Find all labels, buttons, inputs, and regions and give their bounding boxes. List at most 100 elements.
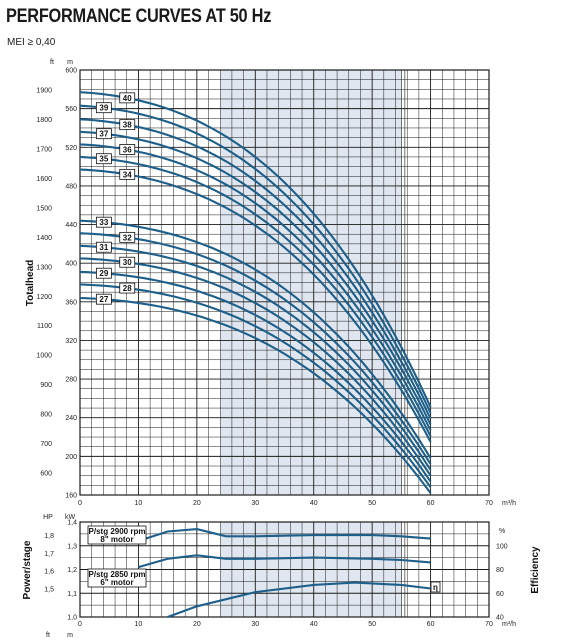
unit-m-bottom: m — [67, 632, 73, 639]
stage-label: 30 — [123, 258, 132, 267]
tick-label-m: 600 — [65, 68, 77, 75]
stage-label-box — [119, 144, 136, 155]
tick-label-x-bottom: 50 — [368, 621, 376, 628]
stage-label: 29 — [99, 269, 108, 278]
unit-flow-bottom: m³/h — [502, 621, 516, 628]
pump-curve-30 — [79, 257, 432, 477]
unit-flow-top: m³/h — [502, 500, 516, 507]
top-frame — [79, 69, 490, 496]
tick-label-x: 0 — [78, 500, 82, 507]
pump-curve-39 — [79, 104, 432, 414]
power-curve-6in — [138, 554, 431, 569]
tick-label-x-bottom: 20 — [193, 621, 201, 628]
tick-label-kw: 1,0 — [67, 615, 77, 622]
power-curve-8in — [138, 528, 431, 542]
stage-label: 39 — [99, 104, 108, 113]
tick-label-x: 10 — [135, 500, 143, 507]
motor-8in-line2: 8" motor — [100, 535, 133, 544]
pump-curve-31 — [79, 244, 432, 471]
unit-ft-bottom: ft — [46, 632, 50, 639]
tick-label-ft: 1200 — [36, 294, 52, 301]
unit-kw: kW — [65, 514, 76, 521]
tick-label-kw: 1,4 — [67, 520, 77, 527]
stage-label: 40 — [123, 94, 132, 103]
pump-curve-35 — [79, 155, 432, 437]
tick-label-m: 240 — [65, 415, 77, 422]
unit-ft: ft — [50, 59, 54, 66]
tick-label-kw: 1,1 — [67, 591, 77, 598]
stage-label-box — [95, 241, 112, 253]
stage-label: 31 — [99, 243, 108, 252]
tick-label-ft: 1100 — [37, 323, 52, 330]
stage-label: 33 — [99, 218, 108, 227]
tick-label-ft: 700 — [40, 441, 52, 448]
unit-m: m — [67, 59, 73, 66]
tick-label-ft: 1600 — [36, 176, 52, 183]
pump-curve-33 — [79, 219, 432, 459]
tick-label-ft: 1000 — [36, 353, 52, 360]
pump-curve-36 — [79, 143, 432, 431]
unit-pct: % — [499, 528, 505, 535]
tick-label-m: 480 — [65, 183, 77, 190]
stage-label: 36 — [123, 145, 132, 154]
pump-curve-37 — [79, 130, 432, 425]
pump-curve-28 — [79, 283, 432, 488]
tick-label-x-bottom: 40 — [310, 621, 318, 628]
tick-label-ft: 1300 — [36, 264, 52, 271]
stage-label-box — [95, 267, 112, 279]
stage-label-box — [119, 282, 136, 294]
stage-label-box — [95, 128, 112, 140]
tick-label-ft: 1800 — [36, 117, 52, 124]
tick-label-x: 50 — [368, 500, 376, 507]
y-axis-title: Totalhead — [25, 260, 36, 306]
stage-label-box — [95, 153, 112, 165]
tick-label-hp: 1,5 — [44, 586, 54, 593]
motor-6in-line1: P/stg 2850 rpm — [89, 570, 146, 579]
stage-label: 34 — [123, 170, 132, 179]
pump-curve-27 — [79, 296, 432, 494]
efficiency-axis-title: Efficiency — [530, 546, 541, 594]
tick-label-ft: 900 — [40, 382, 52, 389]
tick-label-ft: 1900 — [36, 88, 52, 95]
stage-label-box — [95, 216, 112, 228]
tick-label-eff: 100 — [496, 543, 508, 550]
tick-label-x: 20 — [193, 500, 201, 507]
tick-label-eff: 40 — [496, 615, 504, 622]
tick-label-m: 520 — [65, 145, 77, 152]
stage-label-box — [95, 102, 112, 114]
stage-label-box — [119, 168, 136, 180]
tick-label-x-bottom: 10 — [135, 621, 143, 628]
pump-curve-29 — [79, 270, 432, 483]
stage-label-box — [119, 256, 136, 268]
motor-6in-line2: 6" motor — [100, 578, 133, 587]
efficiency-curve — [167, 581, 431, 618]
tick-label-m: 400 — [65, 261, 77, 268]
stage-label: 28 — [123, 284, 132, 293]
tick-label-kw: 1,2 — [67, 567, 77, 574]
pump-curve-40 — [79, 91, 432, 408]
tick-label-ft: 1700 — [36, 147, 52, 154]
motor-8in-box — [87, 525, 147, 545]
tick-label-x-bottom: 30 — [251, 621, 259, 628]
tick-label-x: 40 — [310, 500, 318, 507]
stage-label: 38 — [123, 121, 132, 130]
stage-label: 32 — [123, 233, 132, 242]
tick-label-m: 440 — [65, 222, 77, 229]
motor-6in-box — [87, 568, 147, 588]
eta-label-box — [430, 581, 441, 593]
tick-label-m: 360 — [65, 299, 77, 306]
tick-label-m: 320 — [65, 338, 77, 345]
tick-label-eff: 60 — [496, 591, 504, 598]
tick-label-m: 560 — [65, 106, 77, 113]
bottom-frame — [79, 521, 490, 618]
pump-curve-38 — [79, 118, 432, 420]
motor-8in-line1: P/stg 2900 rpm — [89, 527, 146, 536]
tick-label-m: 200 — [65, 454, 77, 461]
stage-label: 37 — [99, 130, 108, 139]
unit-hp: HP — [43, 514, 53, 521]
pump-curve-34 — [79, 168, 432, 443]
tick-label-ft: 1400 — [36, 235, 52, 242]
stage-label-box — [119, 119, 136, 131]
tick-label-kw: 1,3 — [67, 543, 77, 550]
tick-label-ft: 1500 — [36, 205, 52, 212]
